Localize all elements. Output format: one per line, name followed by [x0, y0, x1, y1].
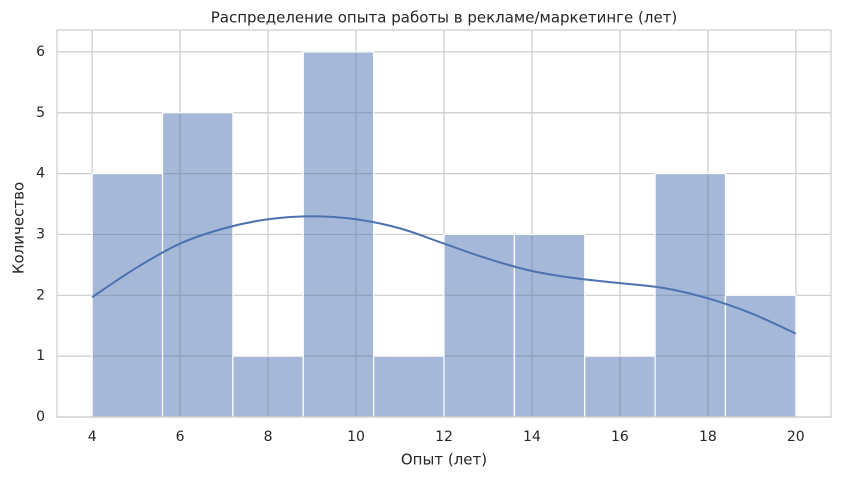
y-tick-label: 2 [36, 287, 45, 303]
bar [443, 233, 515, 418]
x-tick-label: 18 [699, 429, 717, 445]
x-tick-label: 16 [611, 429, 629, 445]
x-tick-label: 8 [264, 429, 273, 445]
y-axis-label: Количество [10, 182, 28, 274]
y-tick-label: 6 [36, 44, 45, 60]
bar [91, 173, 164, 418]
x-tick-label: 20 [787, 429, 805, 445]
bar [232, 355, 304, 418]
x-tick-label: 10 [347, 429, 365, 445]
chart-title: Распределение опыта работы в рекламе/мар… [211, 9, 678, 27]
y-tick-label: 5 [36, 105, 45, 121]
bar [373, 355, 445, 418]
x-tick-label: 4 [88, 429, 97, 445]
x-tick-label: 14 [523, 429, 541, 445]
bar [161, 112, 234, 418]
y-tick-label: 1 [36, 348, 45, 364]
marks [91, 51, 797, 418]
y-tick-label: 0 [36, 409, 45, 425]
plot-frame [56, 29, 832, 418]
kde-line [91, 215, 797, 335]
bar [584, 355, 656, 418]
bar [654, 173, 727, 418]
x-tick-label: 6 [176, 429, 185, 445]
x-axis-label: Опыт (лет) [401, 451, 487, 469]
bar [724, 294, 797, 418]
x-tick-label: 12 [435, 429, 453, 445]
y-tick-label: 3 [36, 226, 45, 242]
bar [513, 233, 586, 418]
bar [302, 51, 375, 418]
y-tick-label: 4 [36, 166, 45, 182]
